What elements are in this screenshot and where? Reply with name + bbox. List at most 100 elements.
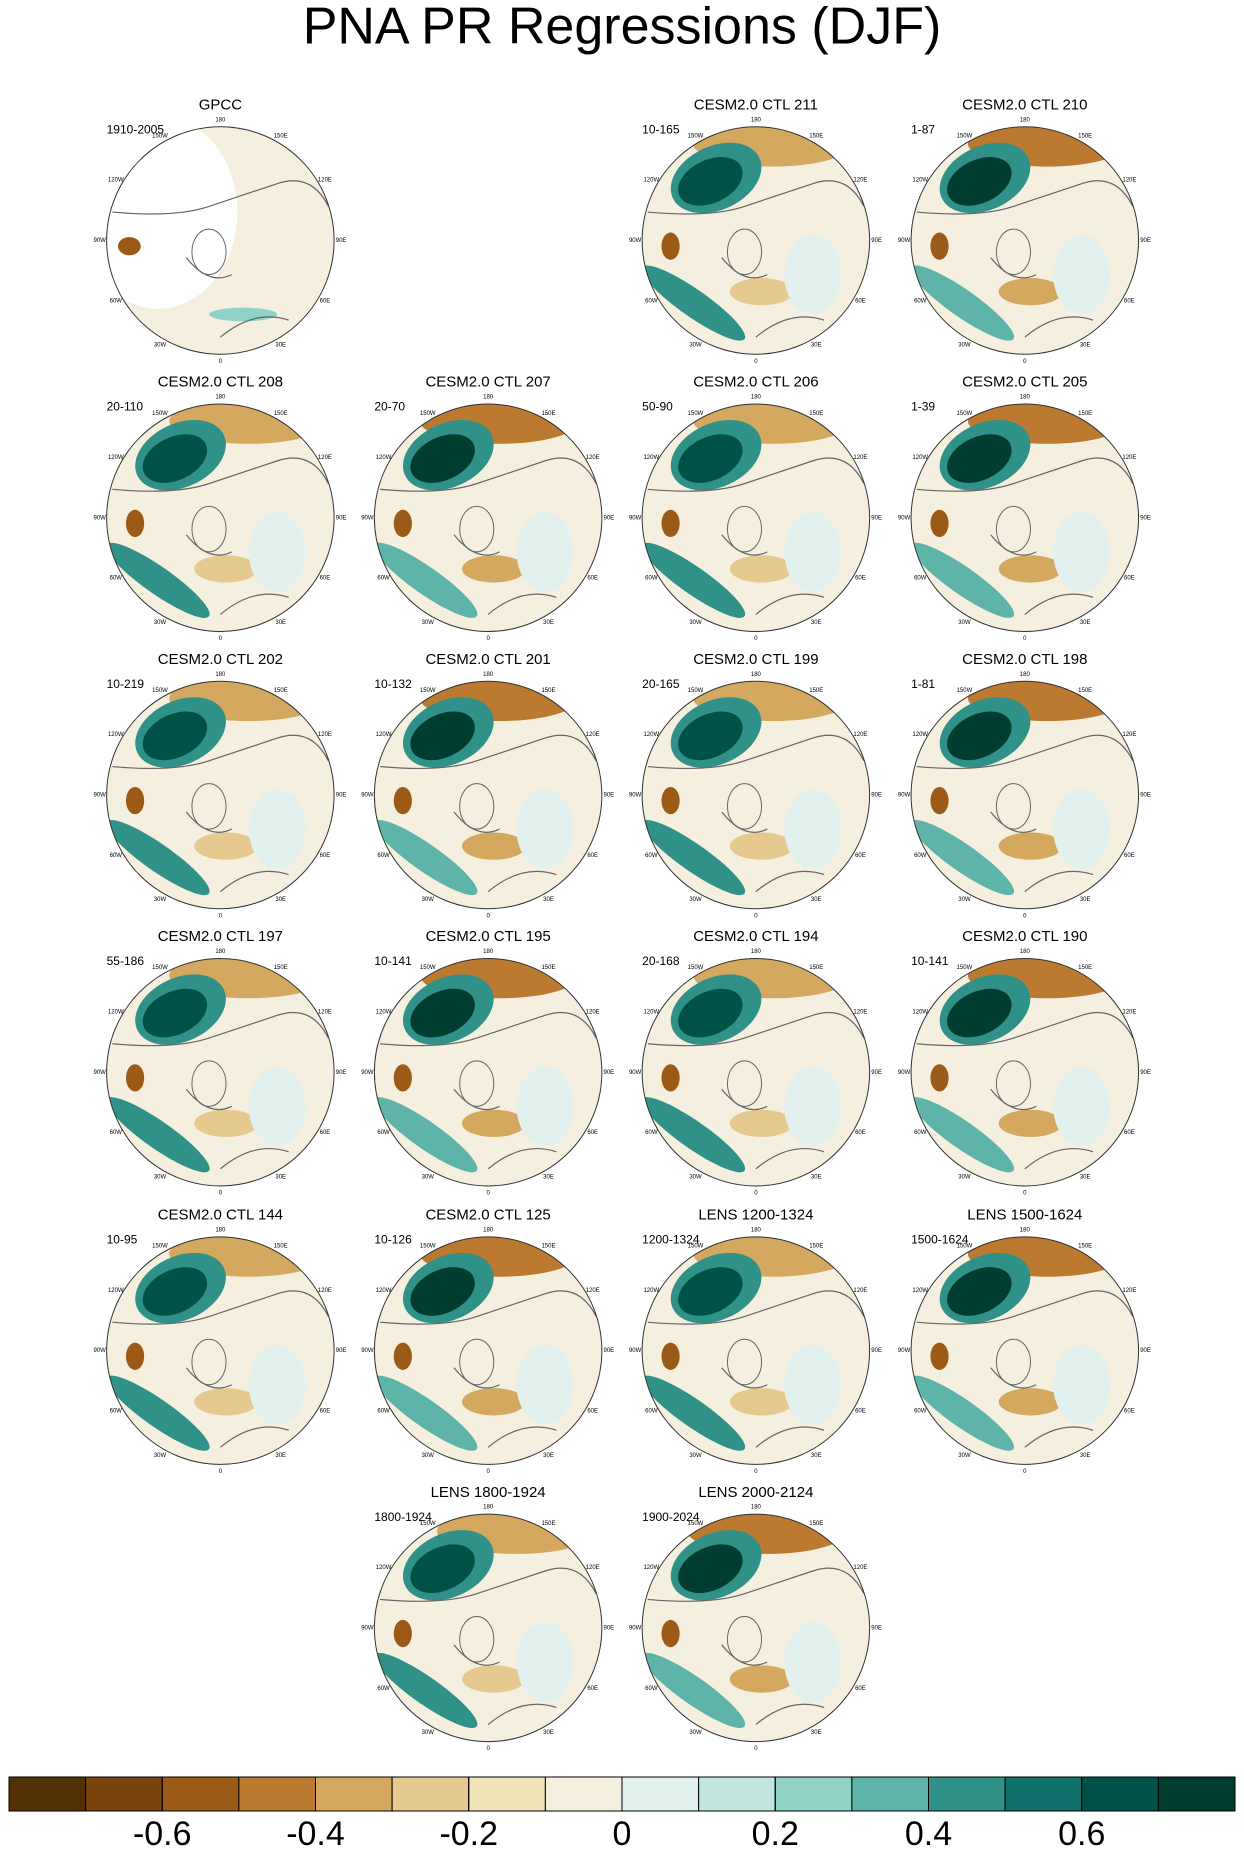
longitude-label: 0 <box>486 1469 490 1475</box>
panel-title: LENS 1200-1324 <box>698 1207 813 1224</box>
coastline <box>647 1290 865 1448</box>
field-blob <box>194 555 258 583</box>
longitude-label: 30W <box>422 1453 435 1459</box>
map-outline <box>910 403 1140 632</box>
longitude-label: 60W <box>110 1130 123 1136</box>
longitude-label: 150E <box>1078 411 1092 417</box>
map-panel: CESM2.0 CTL 201 10-132 180 150E 120E 90E 60E 30… <box>361 651 614 919</box>
longitude-label: 30E <box>543 1453 554 1459</box>
longitude-label: 120W <box>376 732 392 738</box>
field-blob <box>142 434 208 483</box>
field-blob <box>393 787 412 815</box>
longitude-label: 150E <box>541 965 555 971</box>
longitude-label: 90W <box>629 1348 642 1354</box>
greenland <box>995 505 1032 553</box>
map-field <box>642 404 870 632</box>
longitude-label: 60W <box>377 853 390 859</box>
longitude-label: 60E <box>855 1686 866 1692</box>
longitude-label: 180 <box>483 1505 494 1511</box>
map-panel: CESM2.0 CTL 194 20-168 180 150E 120E 90E 60E 30… <box>629 928 882 1196</box>
coastline <box>380 1567 597 1726</box>
longitude-label: 90E <box>871 1625 882 1631</box>
panel-period: 1-39 <box>911 400 935 414</box>
panel-title: CESM2.0 CTL 210 <box>962 96 1087 113</box>
map-outline <box>373 1236 603 1465</box>
longitude-label: 30E <box>811 343 822 349</box>
longitude-label: 0 <box>1023 636 1027 642</box>
longitude-label: 90E <box>336 515 347 521</box>
map-field <box>374 1514 602 1742</box>
longitude-label: 150E <box>1078 134 1092 140</box>
longitude-label: 60W <box>914 853 927 859</box>
map-outline <box>910 957 1140 1187</box>
field-blob <box>461 555 526 583</box>
panel-period: 10-141 <box>911 954 949 968</box>
field-blob <box>125 1342 145 1370</box>
field-blob <box>374 1652 478 1729</box>
field-blob <box>516 512 574 592</box>
longitude-label: 150W <box>152 965 168 971</box>
longitude-label: 60W <box>645 853 658 859</box>
panel-period: 50-90 <box>642 400 673 414</box>
field-blob <box>393 509 412 538</box>
longitude-label: 60E <box>855 853 866 859</box>
field-blob <box>194 1388 258 1416</box>
field-blob <box>125 509 145 538</box>
longitude-label: 120W <box>643 455 659 461</box>
longitude-label: 30W <box>689 1453 702 1459</box>
longitude-label: 120W <box>643 1288 659 1294</box>
field-blob <box>729 1388 794 1416</box>
longitude-label: 120E <box>1122 178 1136 184</box>
longitude-label: 120E <box>318 455 332 461</box>
field-blob <box>461 1109 526 1138</box>
map-field <box>911 404 1139 632</box>
field-blob <box>661 1342 680 1370</box>
coastline <box>112 1011 329 1170</box>
panel-title: CESM2.0 CTL 199 <box>693 651 818 668</box>
map-field <box>374 958 602 1186</box>
map-field <box>911 681 1139 909</box>
longitude-label: 60W <box>645 298 658 304</box>
longitude-label: 60E <box>587 1130 598 1136</box>
longitude-label: 0 <box>219 1191 223 1197</box>
greenland <box>459 1060 495 1107</box>
greenland <box>459 1615 495 1663</box>
longitude-label: 90E <box>604 793 615 799</box>
field-blob <box>106 1097 210 1173</box>
longitude-label: 0 <box>1023 1469 1027 1475</box>
coastline <box>380 457 597 615</box>
field-blob <box>930 509 949 538</box>
field-blob <box>729 1665 794 1693</box>
field-blob <box>461 1388 526 1416</box>
longitude-label: 60E <box>855 1130 866 1136</box>
longitude-label: 150E <box>809 1244 823 1250</box>
greenland <box>726 228 763 276</box>
colorbar-tick-label: 0.4 <box>905 1815 952 1853</box>
field-blob <box>208 307 278 322</box>
map-outline <box>910 126 1140 355</box>
panel-period: 1900-2024 <box>642 1510 700 1524</box>
longitude-label: 180 <box>751 395 762 401</box>
longitude-label: 60W <box>914 298 927 304</box>
map-panel: LENS 1800-1924 1800-1924 180 150E 120E 90E 60E… <box>361 1484 614 1752</box>
field-blob <box>729 278 794 306</box>
panel-title: CESM2.0 CTL 144 <box>158 1207 283 1224</box>
longitude-label: 150E <box>541 688 555 694</box>
longitude-label: 30W <box>689 897 702 903</box>
longitude-label: 30W <box>689 620 702 626</box>
map-panel: CESM2.0 CTL 195 10-141 180 150E 120E 90E 60E 30… <box>361 928 614 1196</box>
coastline <box>112 734 329 893</box>
map-outline <box>641 1236 871 1465</box>
longitude-label: 150W <box>957 688 973 694</box>
longitude-label: 150E <box>541 1244 555 1250</box>
field-blob <box>642 1375 746 1451</box>
longitude-label: 120E <box>586 732 600 738</box>
longitude-label: 120W <box>376 1288 392 1294</box>
longitude-label: 150W <box>152 1244 168 1250</box>
longitude-label: 90W <box>93 1070 106 1076</box>
longitude-label: 150W <box>420 411 436 417</box>
map-field <box>106 126 335 355</box>
longitude-label: 120W <box>912 1009 928 1015</box>
